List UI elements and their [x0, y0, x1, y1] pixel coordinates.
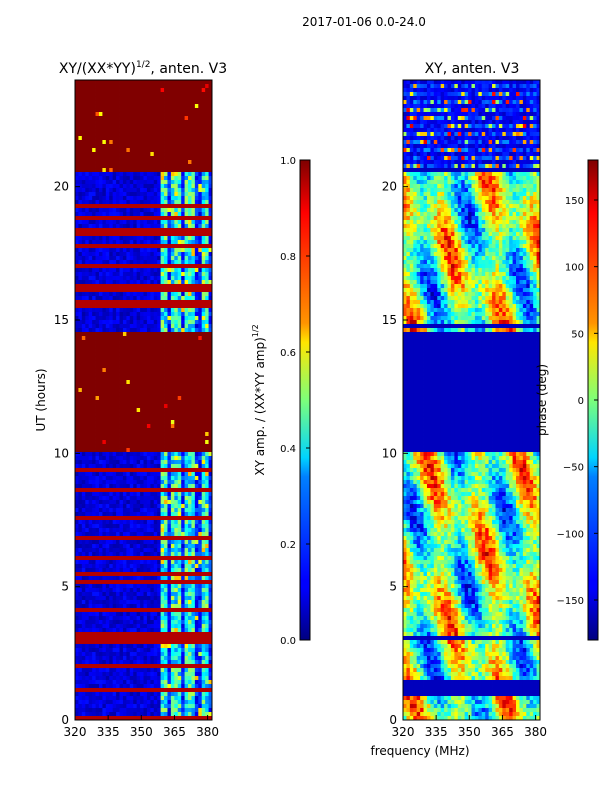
x-tick-label: 380 [524, 725, 547, 739]
x-tick-label: 350 [458, 725, 481, 739]
y-tick-label: 10 [54, 446, 69, 460]
x-tick-label: 380 [196, 725, 219, 739]
colorbar-tick-label: 50 [571, 329, 584, 340]
figure-suptitle: 2017-01-06 0.0-24.0 [302, 15, 426, 29]
phase-axes-frame [402, 79, 541, 721]
colorbar-tick-label: 100 [565, 263, 584, 274]
y-tick-label: 0 [389, 713, 397, 727]
phase-colorbar: −150 −100 −50 0 50 100 150 [557, 159, 599, 641]
y-tick-label: 15 [382, 313, 397, 327]
y-tick-label: 5 [61, 580, 69, 594]
colorbar-tick-label: 0.2 [280, 540, 296, 551]
amplitude-y-axis-label: UT (hours) [34, 368, 48, 431]
phase-panel: XY, anten. V3 320 335 350 365 380 0 5 10 15 20 p… [382, 61, 549, 739]
phase-title: XY, anten. V3 [425, 61, 520, 77]
x-axis-label: frequency (MHz) [370, 744, 469, 758]
amplitude-plot-area [75, 80, 213, 721]
amplitude-colorbar-label: XY amp. / (XX*YY amp)1/2 [251, 324, 267, 475]
x-tick-label: 335 [97, 725, 120, 739]
colorbar-tick-label: 0.8 [280, 252, 296, 263]
y-tick-label: 20 [54, 180, 69, 194]
x-tick-label: 335 [425, 725, 448, 739]
amplitude-title: XY/(XX*YY)1/2, anten. V3 [59, 60, 227, 77]
y-tick-label: 15 [54, 313, 69, 327]
colorbar-tick-label: 0.0 [280, 636, 296, 647]
colorbar-tick-label: −100 [557, 529, 584, 540]
y-tick-label: 5 [389, 580, 397, 594]
colorbar-tick-label: 0.4 [280, 444, 296, 455]
amplitude-axes-frame [74, 79, 213, 721]
amplitude-panel: XY/(XX*YY)1/2, anten. V3 320 335 350 365 380… [34, 60, 227, 739]
y-tick-label: 10 [382, 446, 397, 460]
y-tick-label: 0 [61, 713, 69, 727]
amplitude-colorbar-gradient [299, 159, 311, 641]
colorbar-tick-label: 0 [578, 396, 584, 407]
amplitude-x-ticks: 320 335 350 365 380 [64, 715, 219, 739]
amplitude-colorbar-ticks: 0.0 0.2 0.4 0.6 0.8 1.0 [280, 156, 310, 647]
y-tick-label: 20 [382, 180, 397, 194]
phase-plot-area [403, 80, 541, 721]
colorbar-tick-label: −50 [563, 463, 584, 474]
amplitude-colorbar: 0.0 0.2 0.4 0.6 0.8 1.0 XY amp. / (XX*YY amp)… [251, 156, 311, 647]
amplitude-y-ticks: 0 5 10 15 20 [54, 180, 80, 727]
x-tick-label: 365 [163, 725, 186, 739]
colorbar-tick-label: 1.0 [280, 156, 296, 167]
phase-colorbar-ticks: −150 −100 −50 0 50 100 150 [557, 196, 598, 607]
x-tick-label: 350 [130, 725, 153, 739]
x-tick-label: 320 [392, 725, 415, 739]
phase-x-ticks: 320 335 350 365 380 [392, 715, 547, 739]
phase-colorbar-label: phase (deg) [535, 364, 549, 436]
colorbar-tick-label: 150 [565, 196, 584, 207]
phase-y-ticks: 0 5 10 15 20 [382, 180, 408, 727]
x-tick-label: 365 [491, 725, 514, 739]
colorbar-tick-label: 0.6 [280, 348, 296, 359]
colorbar-tick-label: −150 [557, 596, 584, 607]
x-tick-label: 320 [64, 725, 87, 739]
